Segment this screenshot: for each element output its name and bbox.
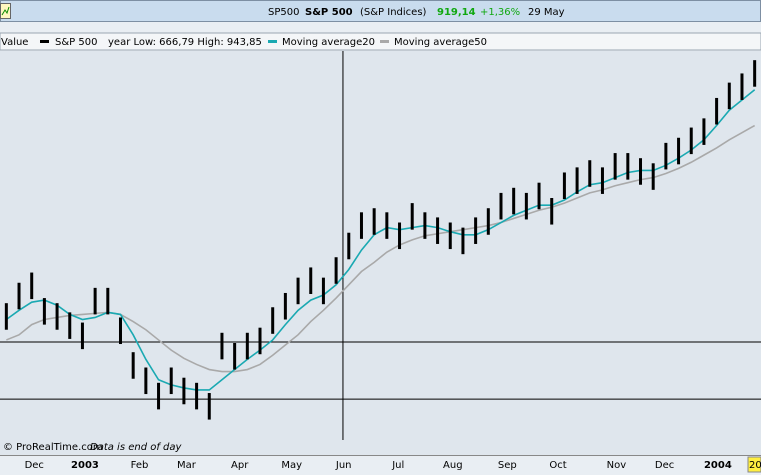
candle (588, 160, 592, 187)
price: 919,14 (437, 7, 476, 18)
legend-label: Moving average20 (282, 37, 375, 48)
x-tick-label: May (281, 460, 302, 471)
candle (30, 272, 34, 300)
plot-area (0, 51, 761, 455)
candle (474, 217, 478, 244)
x-tick-label: 2004 (704, 460, 732, 471)
x-tick-label: Dec (25, 460, 44, 471)
candle (359, 212, 363, 239)
candle (651, 163, 655, 190)
candle (321, 277, 325, 305)
candle (258, 327, 262, 355)
legend-swatch (380, 40, 389, 43)
x-tick-label: Apr (231, 460, 249, 471)
exchange: (S&P Indices) (360, 7, 427, 18)
candle (436, 217, 440, 244)
candle (68, 312, 72, 339)
candle (398, 222, 402, 250)
year-range: year Low: 666,79 High: 943,85 (108, 37, 262, 48)
chart-icon-glyph (1, 6, 10, 16)
candle (524, 192, 528, 220)
candle (220, 332, 224, 360)
candle (144, 367, 148, 395)
moving-average-line (6, 124, 756, 373)
moving-average-line (5, 89, 756, 391)
x-tick-label: Sep (498, 460, 517, 471)
legend-swatch (268, 40, 277, 43)
corner-box (747, 456, 761, 473)
candle (499, 192, 503, 220)
x-tick-label: Jun (335, 460, 352, 471)
candle (42, 298, 46, 325)
corner-label: 20 (749, 460, 761, 471)
legend-swatch (40, 40, 49, 43)
candle (80, 322, 84, 350)
candle (372, 208, 376, 235)
candle (715, 97, 719, 125)
candle (157, 382, 161, 410)
candle (271, 307, 275, 334)
candle (233, 343, 237, 370)
candle (448, 222, 452, 250)
candle (245, 332, 249, 360)
legend-label: Moving average50 (394, 37, 487, 48)
candle (4, 303, 8, 330)
candle (296, 277, 300, 305)
candle (664, 142, 668, 170)
candle (613, 153, 617, 180)
x-tick-label: Dec (655, 460, 674, 471)
instrument-name: S&P 500 (305, 7, 353, 18)
candle (410, 203, 414, 230)
candle (423, 212, 427, 239)
data-note: Data is end of day (90, 442, 183, 453)
candle (334, 257, 338, 284)
legend-label: S&P 500 (55, 37, 97, 48)
date: 29 May (528, 7, 565, 18)
candle (169, 367, 173, 395)
candle (677, 137, 681, 165)
candle (347, 232, 351, 260)
x-tick-label: Mar (177, 460, 197, 471)
legend-value: Value (1, 37, 28, 48)
candle (550, 198, 554, 225)
candle (512, 187, 516, 215)
candle (207, 393, 211, 420)
candle (131, 352, 135, 379)
candle (486, 208, 490, 235)
candle (689, 127, 693, 155)
candle (639, 158, 643, 185)
x-tick-label: Nov (607, 460, 627, 471)
x-tick-label: Oct (549, 460, 566, 471)
x-tick-label: Jul (391, 460, 404, 471)
symbol: SP500 (268, 7, 299, 18)
candle (385, 212, 389, 239)
candle (195, 382, 199, 410)
candle (537, 182, 541, 210)
candle (55, 303, 59, 330)
candle (740, 73, 744, 100)
candle (562, 172, 566, 200)
candle (575, 167, 579, 194)
candle (753, 60, 757, 87)
candle (702, 118, 706, 145)
candle (182, 377, 186, 405)
candle (93, 287, 97, 315)
x-tick-label: Feb (131, 460, 149, 471)
candle (17, 282, 21, 310)
candle (118, 317, 122, 345)
copyright: © ProRealTime.com (3, 442, 103, 453)
candle (727, 82, 731, 110)
candle (309, 267, 313, 294)
candle (461, 227, 465, 255)
candle (626, 153, 630, 180)
candle (106, 287, 110, 315)
candle (600, 167, 604, 194)
change: +1,36% (480, 7, 520, 18)
candle (283, 292, 287, 320)
x-tick-label: Aug (443, 460, 463, 471)
x-tick-label: 2003 (71, 460, 99, 471)
